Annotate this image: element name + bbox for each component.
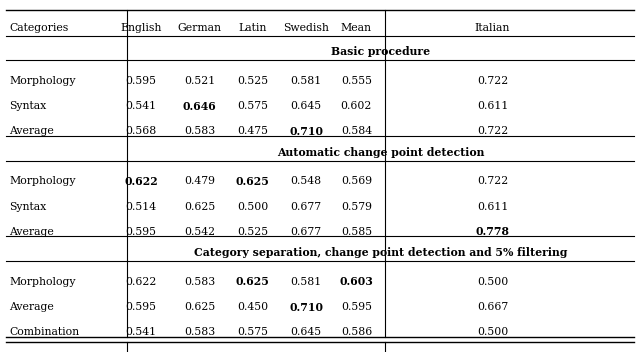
Text: 0.586: 0.586: [340, 327, 372, 337]
Text: 0.581: 0.581: [291, 277, 322, 287]
Text: Category separation, change point detection and 5% filtering: Category separation, change point detect…: [194, 247, 567, 258]
Text: Average: Average: [10, 227, 54, 237]
Text: 0.625: 0.625: [184, 202, 215, 212]
Text: 0.625: 0.625: [184, 302, 215, 312]
Text: 0.595: 0.595: [125, 302, 157, 312]
Text: 0.583: 0.583: [184, 277, 215, 287]
Text: 0.479: 0.479: [184, 176, 215, 187]
Text: 0.722: 0.722: [477, 126, 508, 137]
Text: 0.677: 0.677: [291, 202, 322, 212]
Text: 0.569: 0.569: [341, 176, 372, 187]
Text: Morphology: Morphology: [10, 277, 76, 287]
Text: 0.602: 0.602: [340, 101, 372, 111]
Text: 0.595: 0.595: [341, 302, 372, 312]
Text: Basic procedure: Basic procedure: [331, 46, 430, 57]
Text: 0.645: 0.645: [291, 101, 322, 111]
Text: 0.581: 0.581: [291, 76, 322, 86]
Text: Categories: Categories: [10, 23, 68, 33]
Text: 0.521: 0.521: [184, 76, 215, 86]
Text: Latin: Latin: [239, 23, 267, 33]
Text: Automatic change point detection: Automatic change point detection: [277, 147, 484, 158]
Text: 0.542: 0.542: [184, 227, 215, 237]
Text: 0.710: 0.710: [289, 302, 323, 313]
Text: Italian: Italian: [475, 23, 510, 33]
Text: Average: Average: [10, 302, 54, 312]
Text: 0.603: 0.603: [339, 276, 373, 287]
Text: 0.525: 0.525: [237, 227, 268, 237]
Text: Combination: Combination: [10, 327, 79, 337]
Text: 0.645: 0.645: [291, 327, 322, 337]
Text: 0.568: 0.568: [125, 126, 157, 137]
Text: 0.622: 0.622: [124, 176, 158, 187]
Text: 0.611: 0.611: [477, 101, 508, 111]
Text: 0.500: 0.500: [477, 327, 508, 337]
Text: 0.622: 0.622: [125, 277, 157, 287]
Text: 0.541: 0.541: [125, 101, 157, 111]
Text: 0.514: 0.514: [125, 202, 157, 212]
Text: 0.525: 0.525: [237, 76, 268, 86]
Text: Syntax: Syntax: [10, 202, 47, 212]
Text: Average: Average: [10, 126, 54, 137]
Text: 0.646: 0.646: [182, 101, 216, 112]
Text: 0.548: 0.548: [291, 176, 322, 187]
Text: 0.583: 0.583: [184, 327, 215, 337]
Text: 0.722: 0.722: [477, 76, 508, 86]
Text: 0.625: 0.625: [236, 276, 270, 287]
Text: 0.579: 0.579: [341, 202, 372, 212]
Text: 0.722: 0.722: [477, 176, 508, 187]
Text: 0.585: 0.585: [341, 227, 372, 237]
Text: 0.475: 0.475: [237, 126, 268, 137]
Text: 0.677: 0.677: [291, 227, 322, 237]
Text: 0.778: 0.778: [476, 226, 509, 237]
Text: 0.584: 0.584: [341, 126, 372, 137]
Text: English: English: [120, 23, 162, 33]
Text: Morphology: Morphology: [10, 76, 76, 86]
Text: 0.611: 0.611: [477, 202, 508, 212]
Text: 0.595: 0.595: [125, 227, 157, 237]
Text: 0.667: 0.667: [477, 302, 508, 312]
Text: Swedish: Swedish: [284, 23, 329, 33]
Text: 0.575: 0.575: [237, 327, 268, 337]
Text: 0.710: 0.710: [289, 126, 323, 137]
Text: Mean: Mean: [341, 23, 372, 33]
Text: 0.625: 0.625: [236, 176, 270, 187]
Text: 0.500: 0.500: [477, 277, 508, 287]
Text: 0.541: 0.541: [125, 327, 157, 337]
Text: Morphology: Morphology: [10, 176, 76, 187]
Text: German: German: [177, 23, 221, 33]
Text: 0.583: 0.583: [184, 126, 215, 137]
Text: Syntax: Syntax: [10, 101, 47, 111]
Text: 0.555: 0.555: [341, 76, 372, 86]
Text: 0.500: 0.500: [237, 202, 269, 212]
Text: 0.575: 0.575: [237, 101, 268, 111]
Text: 0.450: 0.450: [237, 302, 268, 312]
Text: 0.595: 0.595: [125, 76, 157, 86]
